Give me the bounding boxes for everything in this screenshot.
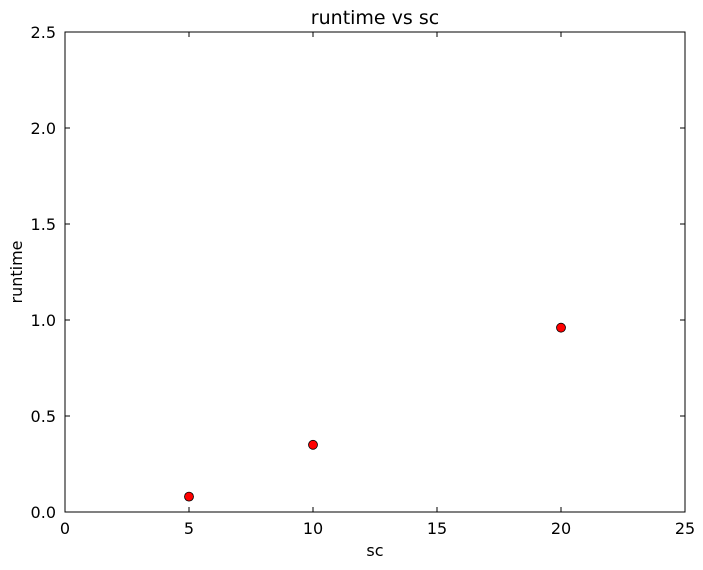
- y-tick-label: 1.0: [31, 311, 56, 330]
- x-axis: 0 5 10 15 20 25: [60, 32, 695, 538]
- x-tick-label: 0: [60, 519, 70, 538]
- x-tick-label: 20: [551, 519, 571, 538]
- y-tick-label: 0.5: [31, 407, 56, 426]
- plot-frame: [64, 31, 686, 513]
- data-points: [184, 322, 566, 502]
- y-tick-label: 0.0: [31, 503, 56, 522]
- x-tick-label: 10: [303, 519, 323, 538]
- y-tick-label: 2.5: [31, 23, 56, 42]
- data-point: [308, 439, 318, 450]
- y-tick-label: 1.5: [31, 215, 56, 234]
- y-axis: 0.0 0.5 1.0 1.5 2.0 2.5: [31, 23, 685, 522]
- x-tick-label: 15: [427, 519, 447, 538]
- y-axis-title: runtime: [7, 240, 26, 303]
- plot-area: 0 5 10 15 20 25 0.0 0.5 1.0 1.5 2.0 2.5: [31, 23, 696, 538]
- y-tick-label: 2.0: [31, 119, 56, 138]
- data-point: [184, 491, 194, 502]
- data-point: [556, 322, 566, 333]
- x-axis-title: sc: [366, 541, 383, 560]
- x-tick-label: 25: [675, 519, 695, 538]
- x-tick-label: 5: [184, 519, 194, 538]
- chart-title: runtime vs sc: [311, 7, 439, 29]
